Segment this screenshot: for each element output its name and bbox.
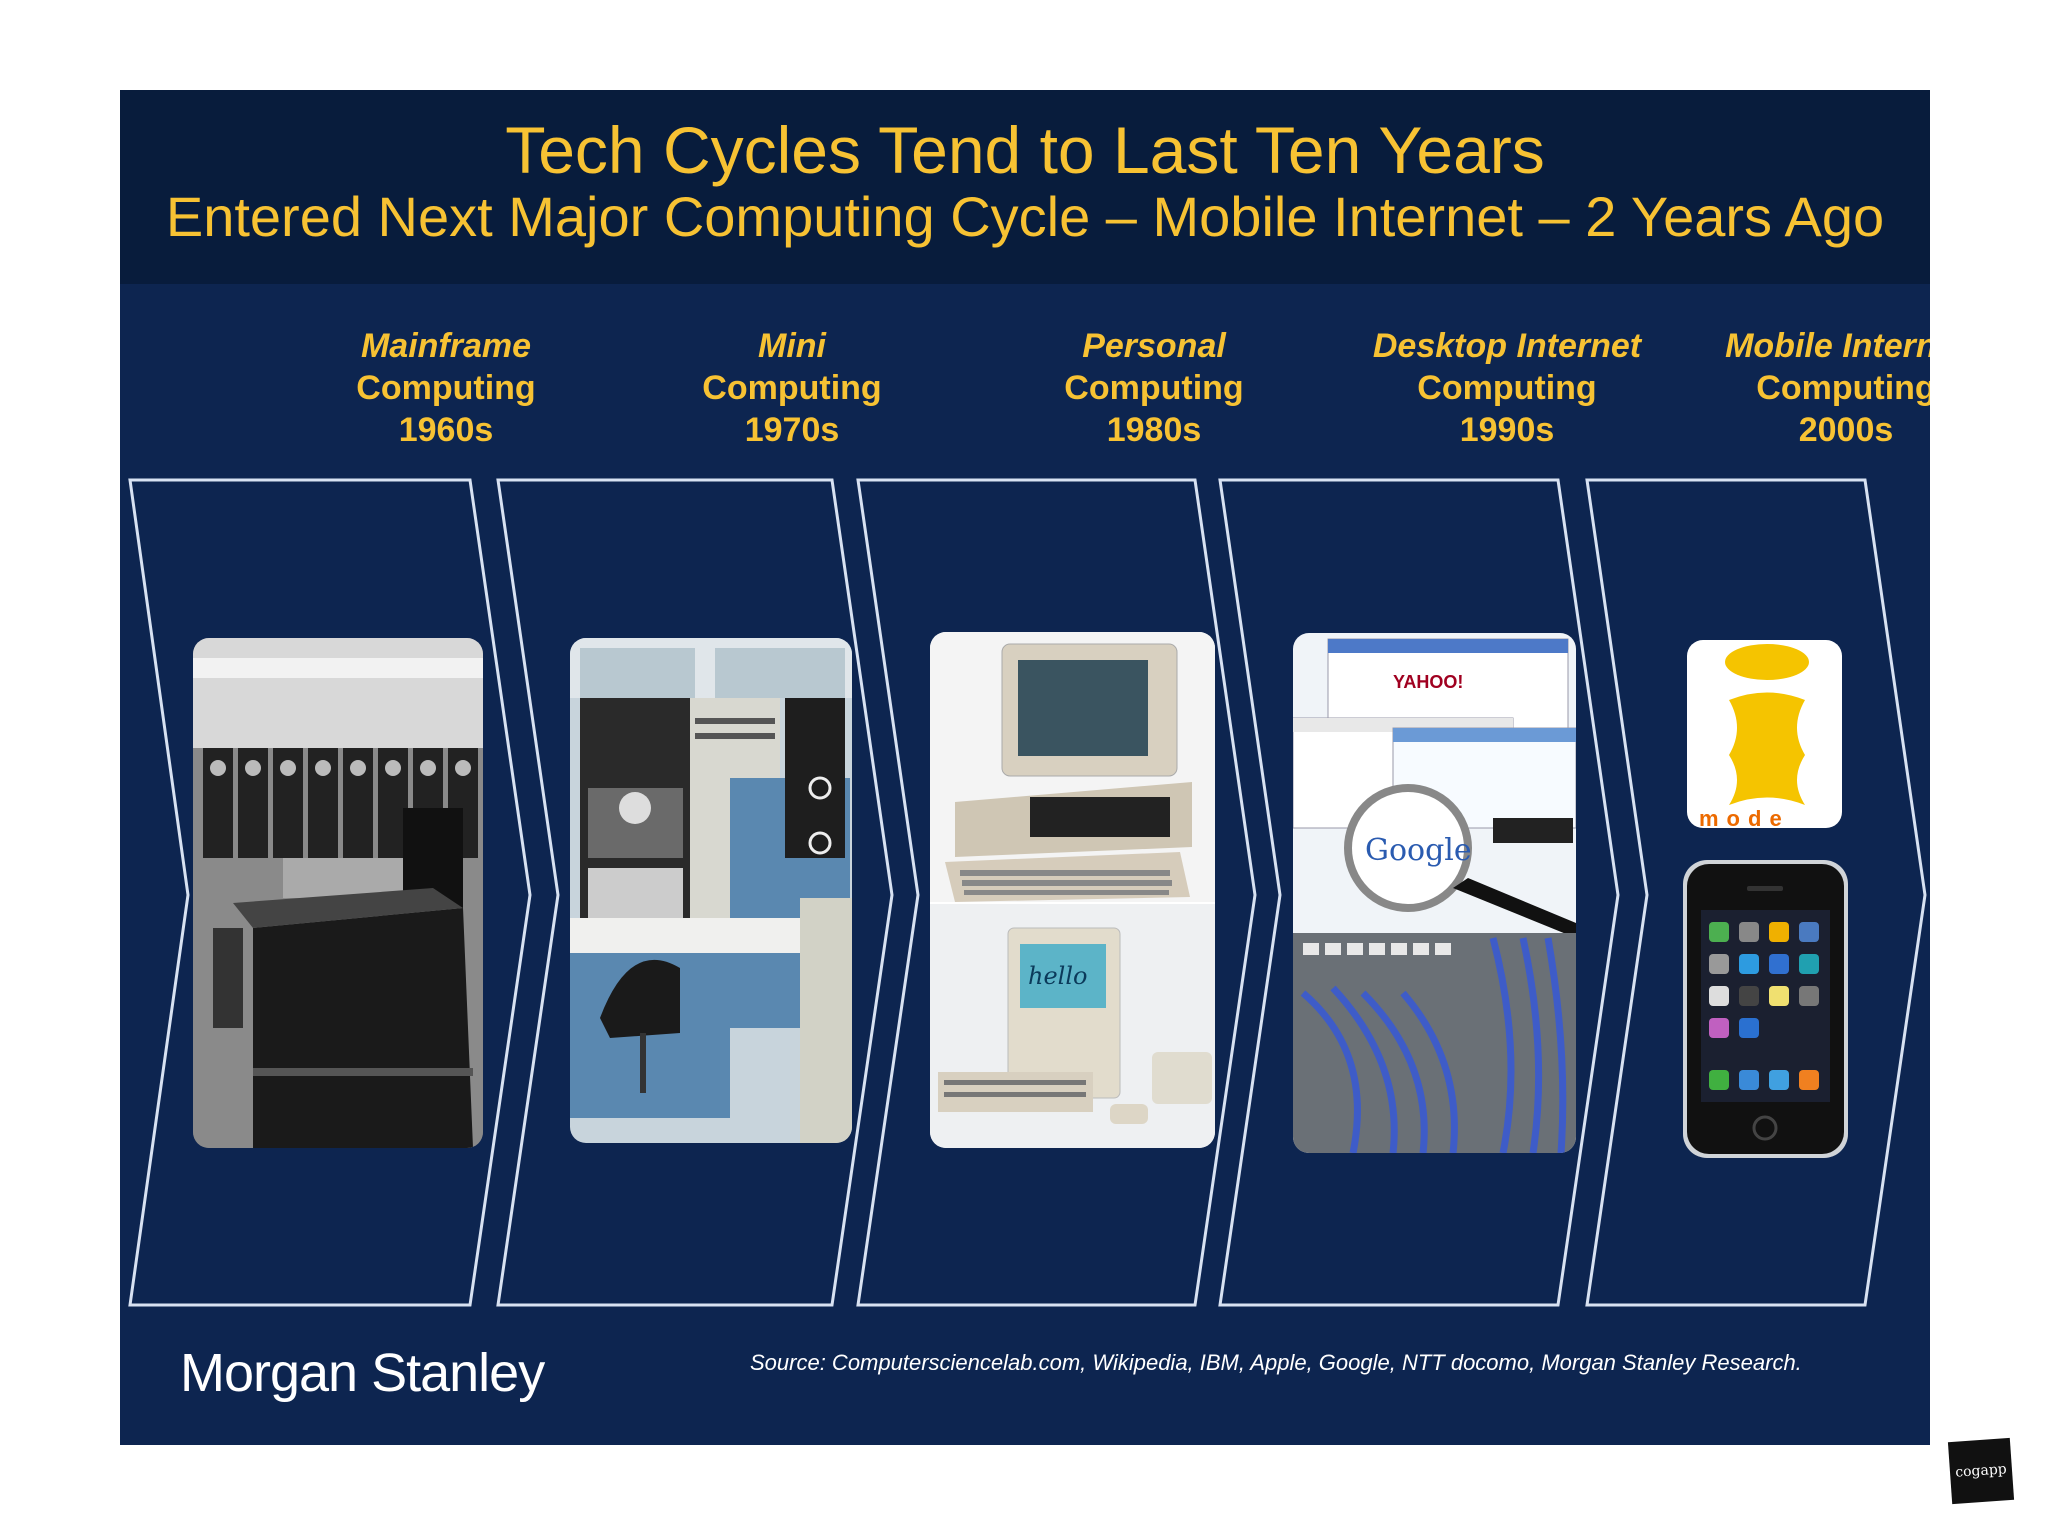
era-name: Desktop Internet bbox=[1372, 327, 1642, 365]
era-decade: 2000s bbox=[1798, 411, 1894, 449]
era-header-mainframe: Mainframe Computing 1960s bbox=[276, 325, 616, 451]
era-decade: 1970s bbox=[744, 411, 840, 449]
title-band bbox=[120, 90, 1930, 284]
chevron-2 bbox=[496, 478, 894, 1307]
era-name: Mini bbox=[758, 327, 826, 365]
era-type: Computing bbox=[702, 369, 882, 407]
imode-logo: mode bbox=[1687, 640, 1842, 828]
slide-title: Tech Cycles Tend to Last Ten Years bbox=[505, 113, 1545, 187]
cogapp-logo: cogapp bbox=[1947, 1437, 2015, 1505]
chevron-1 bbox=[128, 478, 532, 1307]
slide: Tech Cycles Tend to Last Ten Years Enter… bbox=[120, 90, 1930, 1445]
source-note: Source: Computersciencelab.com, Wikipedi… bbox=[750, 1350, 1802, 1375]
era-name: Mainframe bbox=[360, 327, 532, 365]
mainframe-photo bbox=[193, 638, 483, 1148]
chevron-arrows bbox=[128, 478, 1927, 1307]
era-type: Computing bbox=[1417, 369, 1597, 407]
era-type: Computing bbox=[356, 369, 536, 407]
chevron-3 bbox=[856, 478, 1257, 1307]
minicomputer-photo bbox=[570, 638, 852, 1143]
era-header-mobile-internet: Mobile Internet Computing 2000s bbox=[1676, 325, 1930, 451]
mac-screen-text: hello bbox=[1028, 962, 1087, 990]
google-logo-text: Google bbox=[1365, 833, 1472, 868]
era-name: Personal bbox=[1082, 327, 1226, 365]
slide-subtitle: Entered Next Major Computing Cycle – Mob… bbox=[165, 185, 1885, 248]
era-decade: 1960s bbox=[398, 411, 494, 449]
mobile-phone-photo bbox=[1683, 860, 1848, 1158]
desktop-internet-photo: YAHOO! Google bbox=[1293, 633, 1576, 1153]
chevron-4 bbox=[1218, 478, 1620, 1307]
yahoo-logo-text: YAHOO! bbox=[1393, 672, 1463, 692]
era-type: Computing bbox=[1064, 369, 1244, 407]
chevron-5 bbox=[1585, 478, 1927, 1307]
personal-computer-photo: hello bbox=[930, 632, 1215, 1148]
era-header-desktop-internet: Desktop Internet Computing 1990s bbox=[1337, 325, 1677, 451]
morgan-stanley-logo: Morgan Stanley bbox=[180, 1343, 545, 1403]
imode-logo-text: mode bbox=[1699, 806, 1790, 828]
era-name: Mobile Internet bbox=[1725, 327, 1930, 365]
era-type: Computing bbox=[1756, 369, 1930, 407]
era-decade: 1980s bbox=[1106, 411, 1202, 449]
era-header-mini: Mini Computing 1970s bbox=[622, 325, 962, 451]
era-decade: 1990s bbox=[1459, 411, 1555, 449]
era-header-personal: Personal Computing 1980s bbox=[984, 325, 1324, 451]
